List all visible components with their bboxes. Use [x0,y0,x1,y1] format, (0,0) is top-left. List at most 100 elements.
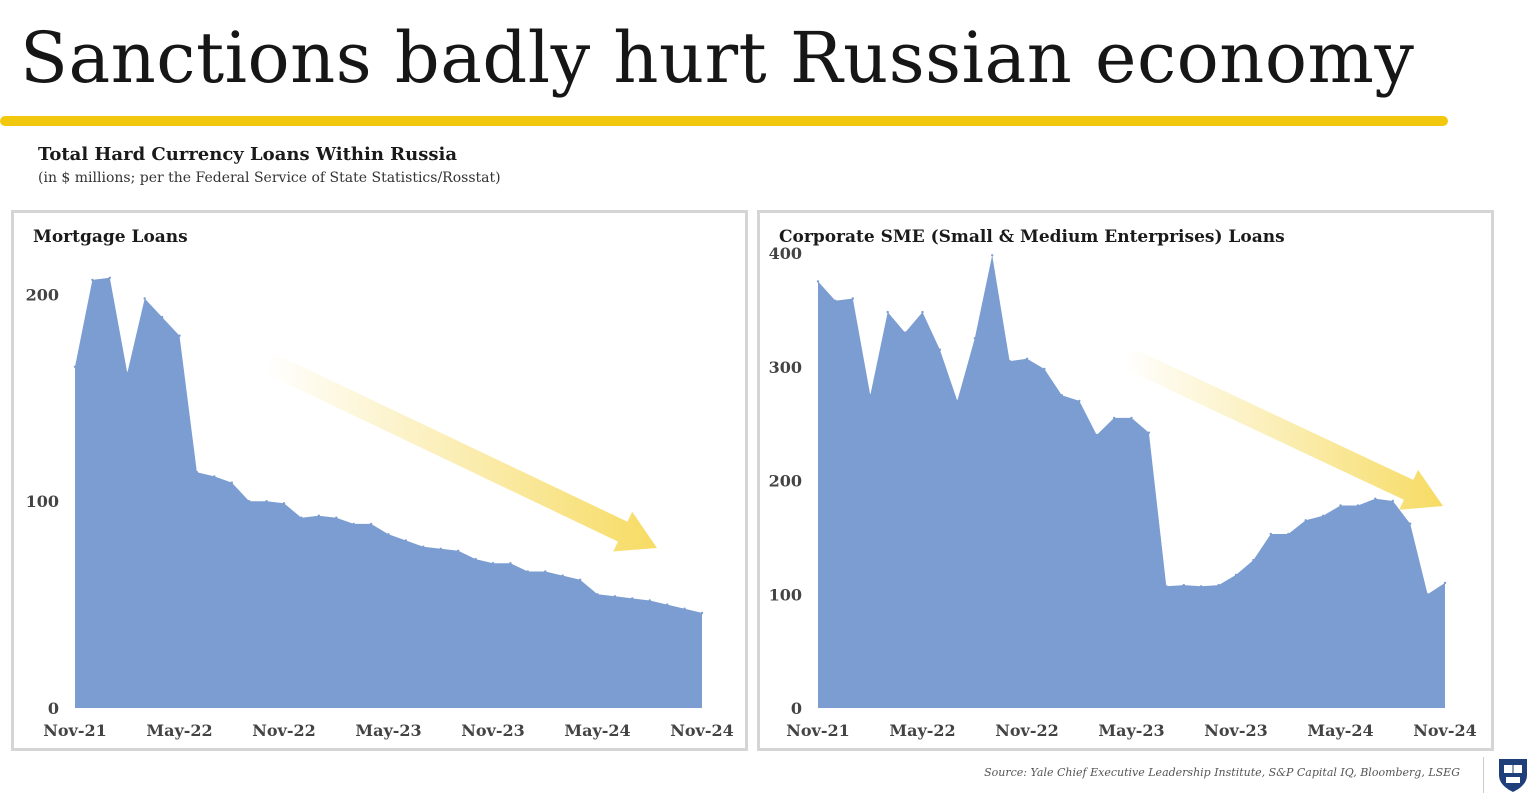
data-point [1391,499,1394,503]
data-point [1165,585,1168,588]
mortgage-loans-chart: Mortgage Loans 0 100 200 Nov-21 May-22 Nov-22 M… [26,227,734,740]
data-point [126,371,129,375]
data-point [474,557,477,561]
data-point [1252,558,1255,562]
y-tick-label: 200 [769,472,802,491]
data-point [108,276,112,279]
figure-units-note: (in $ millions; per the Federal Service … [38,170,501,186]
trend-arrow [1123,348,1443,510]
x-tick-label: May-23 [355,721,421,740]
data-point [700,611,704,615]
data-point [1409,522,1412,525]
data-point [1078,399,1081,403]
y-tick-label: 100 [26,492,59,511]
data-point [1008,359,1011,363]
data-point [1443,581,1447,585]
data-point [1287,532,1290,536]
data-point [195,471,199,474]
loans-area [75,277,702,708]
y-tick-label: 300 [769,358,802,377]
trend-arrow [264,353,657,552]
sme-loans-chart: Corporate SME (Small & Medium Enterprise… [769,227,1477,740]
y-tick-label: 400 [769,244,802,263]
data-point [248,500,251,503]
chart-title: Mortgage Loans [33,227,188,247]
data-point [178,334,181,337]
source-note: Source: Yale Chief Executive Leadership … [984,766,1460,779]
data-point [613,595,617,598]
data-point [439,547,442,550]
data-point [160,315,164,319]
x-tick-label: May-24 [1307,721,1373,740]
data-point [1304,519,1307,522]
title-underline [0,116,1448,126]
data-point [561,574,564,577]
y-tick-label: 100 [769,585,802,604]
data-point [230,481,233,484]
data-point [213,475,216,478]
data-point [369,522,373,526]
main-title: Sanctions badly hurt Russian economy [20,17,1415,99]
chart-title: Corporate SME (Small & Medium Enterprise… [779,227,1285,247]
x-tick-label: May-23 [1098,721,1164,740]
x-tick-label: Nov-22 [995,721,1059,740]
data-point [1147,431,1151,434]
data-point [886,310,889,314]
data-point [1060,394,1063,397]
data-point [578,578,582,581]
data-point [631,597,634,600]
data-point [1043,367,1046,371]
data-point [666,603,669,606]
x-tick-label: Nov-23 [1204,721,1268,740]
data-point [526,570,529,573]
data-point [544,570,547,573]
x-tick-label: Nov-23 [461,721,525,740]
data-point [491,562,495,565]
data-point [938,348,942,351]
data-point [1217,583,1220,587]
data-point [1339,504,1342,507]
y-tick-label: 0 [791,699,802,718]
loans-area [818,255,1445,709]
data-point [1269,532,1272,536]
data-point [1426,593,1429,596]
data-point [1025,357,1029,360]
x-tick-label: May-24 [564,721,630,740]
data-point [317,514,320,517]
data-point [648,599,651,602]
data-point [1374,497,1377,500]
data-point [404,539,408,542]
data-point [851,297,854,300]
data-point [265,500,268,503]
data-point [1112,416,1116,420]
data-point [973,337,976,340]
yale-shield-icon [1499,759,1527,792]
data-point [1130,416,1133,420]
data-point [143,297,146,300]
data-point [991,254,994,257]
data-point [352,522,355,526]
data-point [73,365,77,368]
data-point [956,399,959,403]
data-point [596,593,599,596]
x-tick-label: Nov-21 [786,721,850,740]
figure-subtitle: Total Hard Currency Loans Within Russia [38,144,457,165]
data-point [1095,433,1098,437]
data-point [1234,573,1238,577]
data-point [387,533,390,536]
data-point [509,562,512,565]
data-point [683,607,686,610]
data-point [903,331,907,334]
data-point [869,394,872,397]
data-point [335,516,338,519]
data-point [1356,504,1360,507]
x-tick-label: May-22 [889,721,955,740]
data-point [834,299,837,302]
x-tick-label: Nov-24 [1413,721,1477,740]
sme-loans-panel: Corporate SME (Small & Medium Enterprise… [757,210,1494,751]
data-point [300,516,303,519]
data-point [1182,583,1185,587]
x-tick-label: Nov-22 [252,721,316,740]
data-point [282,502,286,505]
data-point [921,310,924,314]
